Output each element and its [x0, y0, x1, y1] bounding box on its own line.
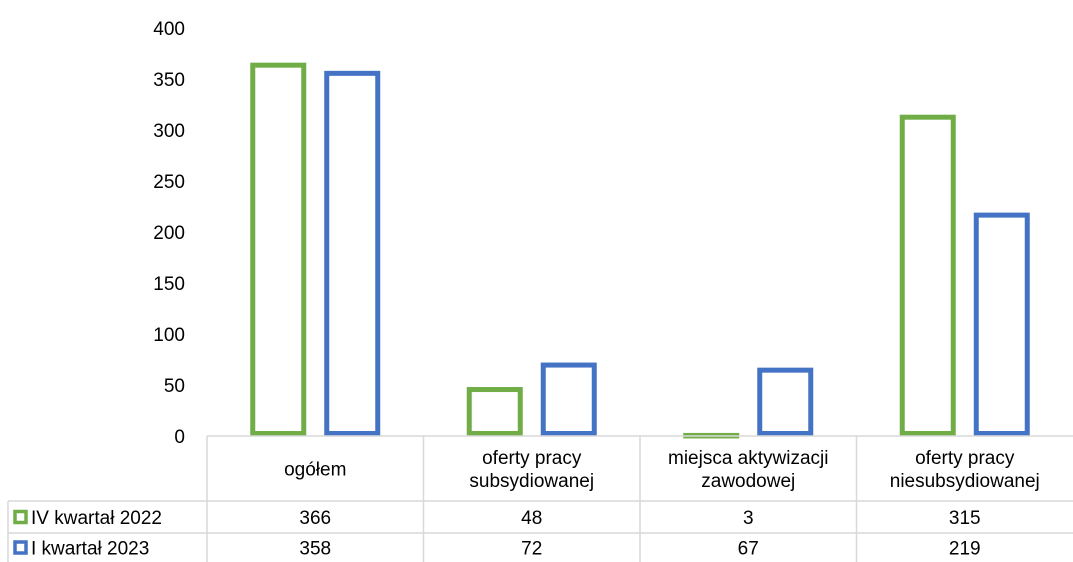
- bar: [324, 70, 381, 436]
- table-value: 48: [521, 508, 542, 529]
- y-tick-label: 350: [153, 70, 185, 91]
- table-value: 67: [738, 539, 759, 560]
- table-value: 3: [743, 508, 754, 529]
- category-label: miejsca aktywizacji: [668, 448, 828, 469]
- y-tick-label: 250: [153, 172, 185, 193]
- y-tick-label: 200: [153, 223, 185, 244]
- category-label: ogółem: [284, 460, 346, 481]
- category-label: oferty pracy: [915, 448, 1015, 469]
- category-label: zawodowej: [701, 471, 795, 492]
- bar: [757, 367, 814, 437]
- y-tick-label: 50: [164, 376, 185, 397]
- legend-label: I kwartał 2023: [31, 539, 149, 560]
- bar: [973, 212, 1030, 436]
- y-tick-label: 0: [174, 427, 185, 448]
- bar: [466, 387, 523, 437]
- table-value: 366: [299, 508, 331, 529]
- y-tick-label: 400: [153, 19, 185, 40]
- category-label: niesubsydiowanej: [890, 471, 1040, 492]
- table-value: 315: [949, 508, 981, 529]
- bar: [540, 362, 597, 436]
- y-tick-label: 100: [153, 325, 185, 346]
- bars-group: [250, 62, 1030, 439]
- y-tick-label: 150: [153, 274, 185, 295]
- category-label: oferty pracy: [482, 448, 582, 469]
- y-axis: 0 50 100 150 200 250 300 350 400: [153, 19, 185, 448]
- bar: [250, 62, 307, 437]
- legend-key: [13, 509, 28, 525]
- legend-label: IV kwartał 2022: [31, 508, 162, 529]
- y-tick-label: 300: [153, 121, 185, 142]
- table-value: 358: [299, 539, 331, 560]
- legend-key: [13, 540, 28, 555]
- table-value: 219: [949, 539, 981, 560]
- category-label: subsydiowanej: [469, 471, 594, 492]
- bar: [899, 114, 956, 436]
- table-value: 72: [521, 539, 542, 560]
